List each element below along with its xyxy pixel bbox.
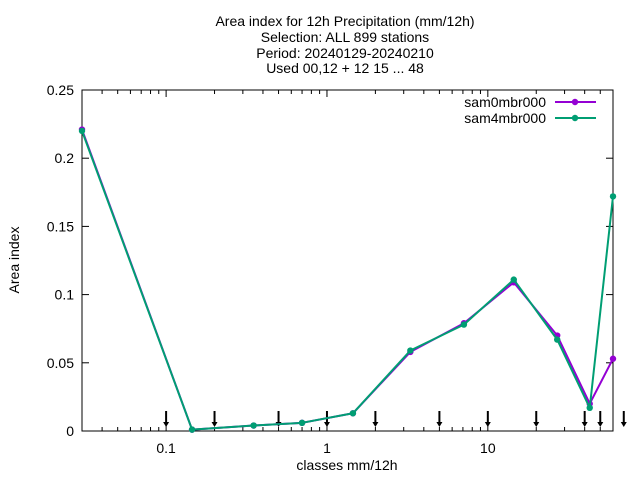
legend-swatch-point — [571, 98, 579, 106]
title-line-1: Area index for 12h Precipitation (mm/12h… — [215, 13, 474, 29]
y-tick-label: 0 — [66, 423, 74, 439]
series-line-sam4mbr000 — [81, 130, 614, 431]
data-point-sam4mbr000 — [554, 336, 561, 343]
data-point-sam0mbr000 — [609, 355, 617, 362]
x-axis: 0.1 1 10 — [81, 90, 614, 456]
class-marker-arrow — [372, 411, 379, 427]
data-point-sam4mbr000 — [460, 321, 468, 328]
x-tick-label: 1 — [323, 440, 331, 456]
class-marker-arrow — [163, 411, 170, 427]
data-point-sam4mbr000 — [298, 419, 306, 427]
marker-head — [533, 422, 540, 427]
marker-head — [323, 422, 330, 427]
x-tick-label: 10 — [480, 440, 496, 456]
title-line-3: Period: 20240129-20240210 — [256, 45, 434, 61]
data-point-sam4mbr000 — [188, 426, 196, 433]
marker-head — [163, 422, 170, 427]
y-axis-label: Area index — [6, 227, 22, 294]
y-tick-label: 0.05 — [47, 355, 74, 371]
marker-head — [372, 422, 379, 427]
x-tick-label: 0.1 — [156, 440, 176, 456]
y-tick-label: 0.15 — [47, 218, 74, 234]
x-axis-label: classes mm/12h — [296, 457, 397, 473]
marker-head — [597, 422, 604, 427]
marker-head — [620, 422, 627, 427]
marker-head — [211, 422, 218, 427]
data-point-sam4mbr000 — [250, 422, 257, 429]
y-tick-label: 0.25 — [47, 82, 74, 98]
class-markers — [163, 411, 627, 427]
data-point-sam4mbr000 — [510, 276, 517, 283]
class-marker-arrow — [581, 411, 588, 427]
class-marker-arrow — [597, 411, 604, 427]
data-point-sam4mbr000 — [78, 127, 86, 135]
y-tick-label: 0.2 — [55, 150, 75, 166]
data-point-sam4mbr000 — [349, 410, 357, 417]
class-marker-arrow — [436, 411, 443, 427]
y-axis: 0 0.05 0.1 0.15 0.2 0.25 — [47, 82, 613, 439]
marker-head — [581, 422, 588, 427]
marker-head — [484, 422, 491, 427]
plot-frame — [81, 89, 614, 432]
series-line-sam0mbr000 — [81, 129, 614, 431]
data-point-sam4mbr000 — [407, 347, 414, 354]
data-point-sam4mbr000 — [609, 193, 617, 200]
class-marker-arrow — [484, 411, 491, 427]
title-line-2: Selection: ALL 899 stations — [261, 29, 429, 45]
class-marker-arrow — [211, 411, 218, 427]
class-marker-arrow — [533, 411, 540, 427]
title-line-4: Used 00,12 + 12 15 ... 48 — [266, 60, 424, 76]
series-layer — [78, 126, 617, 433]
legend-swatch-point — [571, 114, 579, 122]
legend-label: sam0mbr000 — [464, 94, 546, 110]
chart-title: Area index for 12h Precipitation (mm/12h… — [215, 13, 474, 76]
y-tick-label: 0.1 — [55, 287, 75, 303]
data-point-sam4mbr000 — [586, 404, 593, 412]
marker-head — [436, 422, 443, 427]
legend-label: sam4mbr000 — [464, 110, 546, 126]
class-marker-arrow — [620, 411, 627, 427]
